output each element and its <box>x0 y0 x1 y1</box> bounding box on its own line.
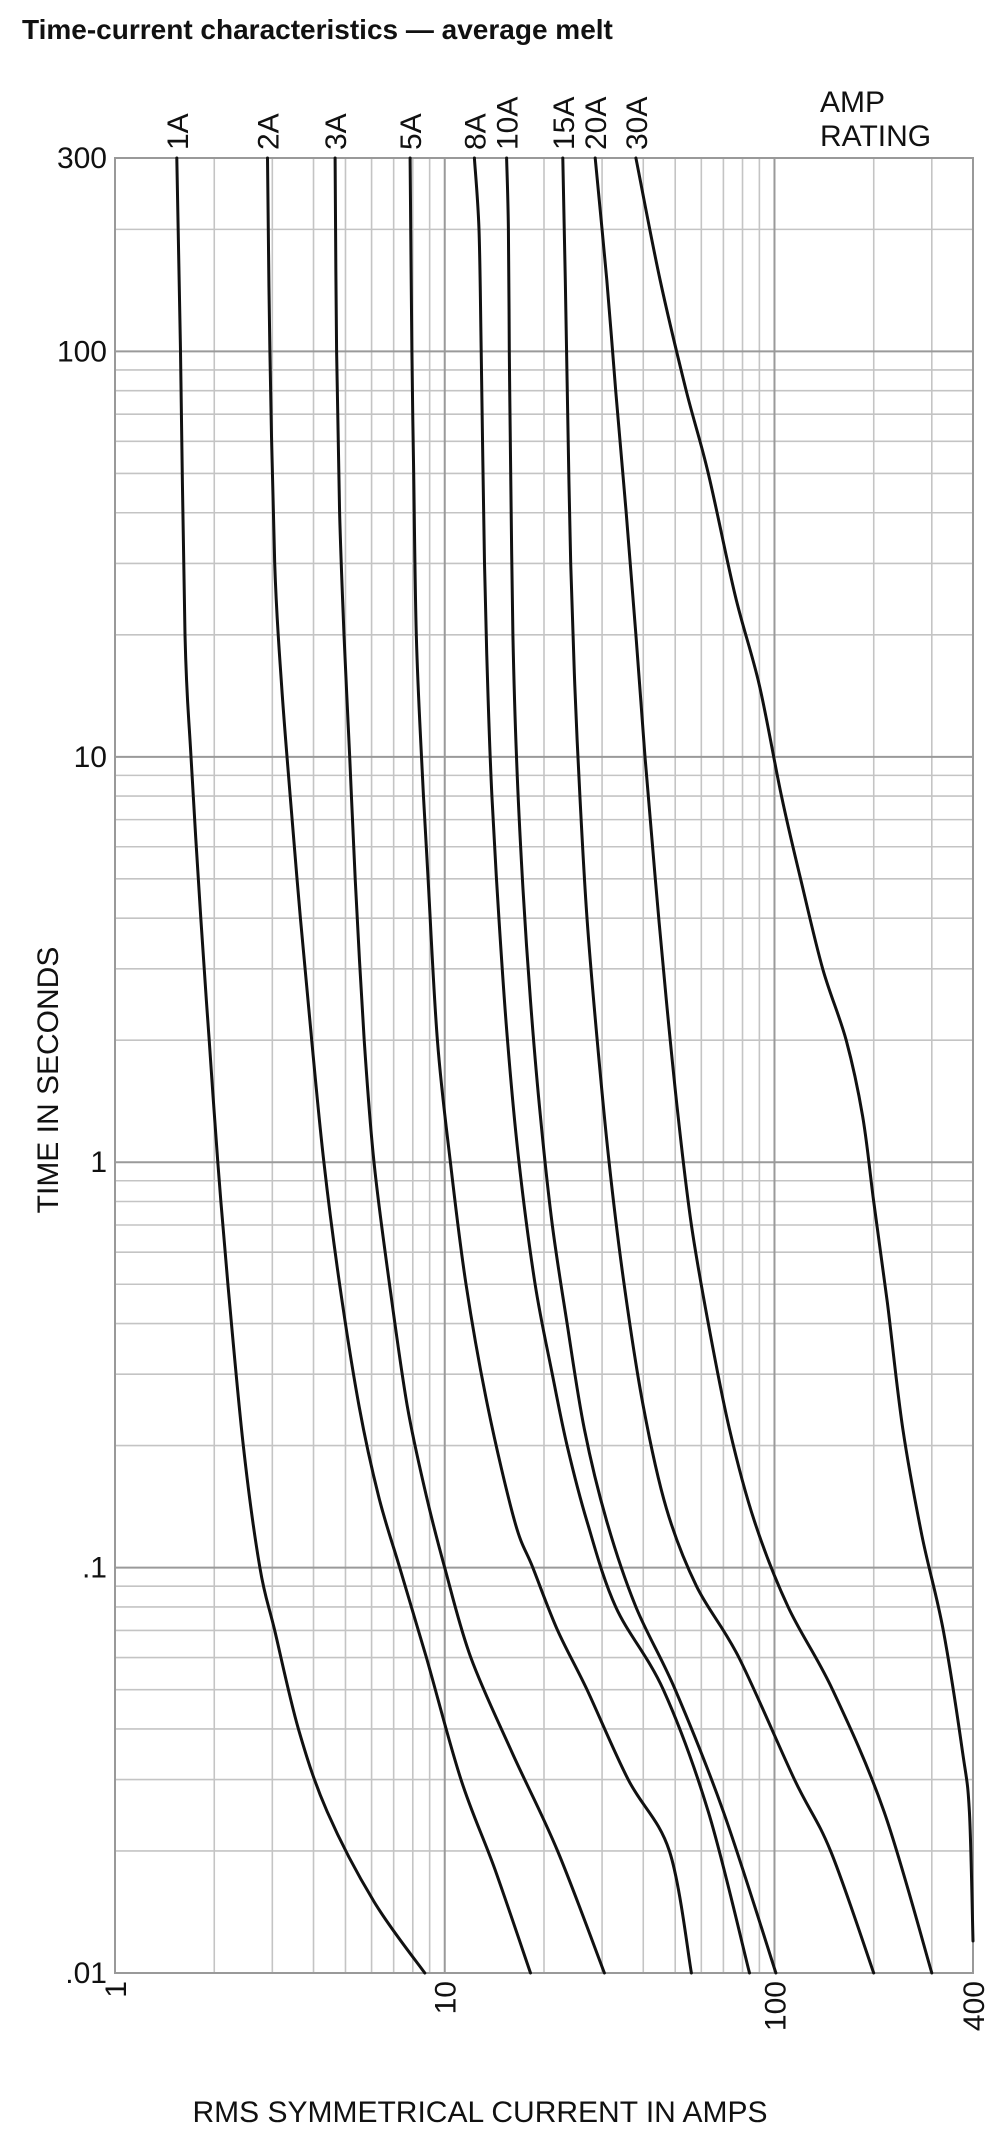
curve-30a <box>634 156 975 1943</box>
series-label-30a: 30A <box>621 97 654 150</box>
x-axis-label: RMS SYMMETRICAL CURRENT IN AMPS <box>192 2096 767 2129</box>
x-tick-label: 10 <box>430 1981 463 2014</box>
curve-8a <box>472 156 751 1975</box>
curve-20a <box>593 156 934 1975</box>
curve-15a <box>561 156 876 1975</box>
y-axis-label: TIME IN SECONDS <box>32 947 65 1214</box>
legend-title-line-1: AMP <box>820 86 885 119</box>
series-label-10a: 10A <box>492 97 525 150</box>
curve-3a <box>333 156 606 1975</box>
y-tick-label: 100 <box>57 335 107 368</box>
x-tick-label: 1 <box>100 1981 133 1998</box>
x-tick-label: 400 <box>958 1981 991 2031</box>
y-tick-label: .1 <box>82 1552 107 1585</box>
curve-10a <box>505 156 778 1975</box>
plot-frame <box>114 157 974 1974</box>
legend-title-line-2: RATING <box>820 120 931 153</box>
curve-1a <box>175 156 427 1975</box>
series-label-2a: 2A <box>253 113 286 150</box>
y-tick-label: 10 <box>74 741 107 774</box>
page-title: Time-current characteristics — average m… <box>22 14 613 45</box>
minor-gridlines <box>115 157 974 1973</box>
curve-5a <box>408 156 693 1975</box>
x-tick-labels: 1 10 100 400 <box>100 1981 991 2031</box>
y-tick-label: 1 <box>90 1146 107 1179</box>
series-labels: 1A 2A 3A 5A 8A 10A 15A 20A 30A <box>162 97 654 150</box>
series-label-1a: 1A <box>162 113 195 150</box>
y-tick-label: .01 <box>65 1957 107 1990</box>
series-label-15a: 15A <box>548 97 581 150</box>
curve-2a <box>266 156 532 1975</box>
y-tick-labels: .01 .1 1 10 100 300 <box>57 142 107 1990</box>
series-label-3a: 3A <box>320 113 353 150</box>
series-label-5a: 5A <box>395 113 428 150</box>
series-label-20a: 20A <box>580 97 613 150</box>
series-label-8a: 8A <box>459 113 492 150</box>
curves <box>175 156 975 1975</box>
y-tick-label: 300 <box>57 142 107 175</box>
x-tick-label: 100 <box>760 1981 793 2031</box>
